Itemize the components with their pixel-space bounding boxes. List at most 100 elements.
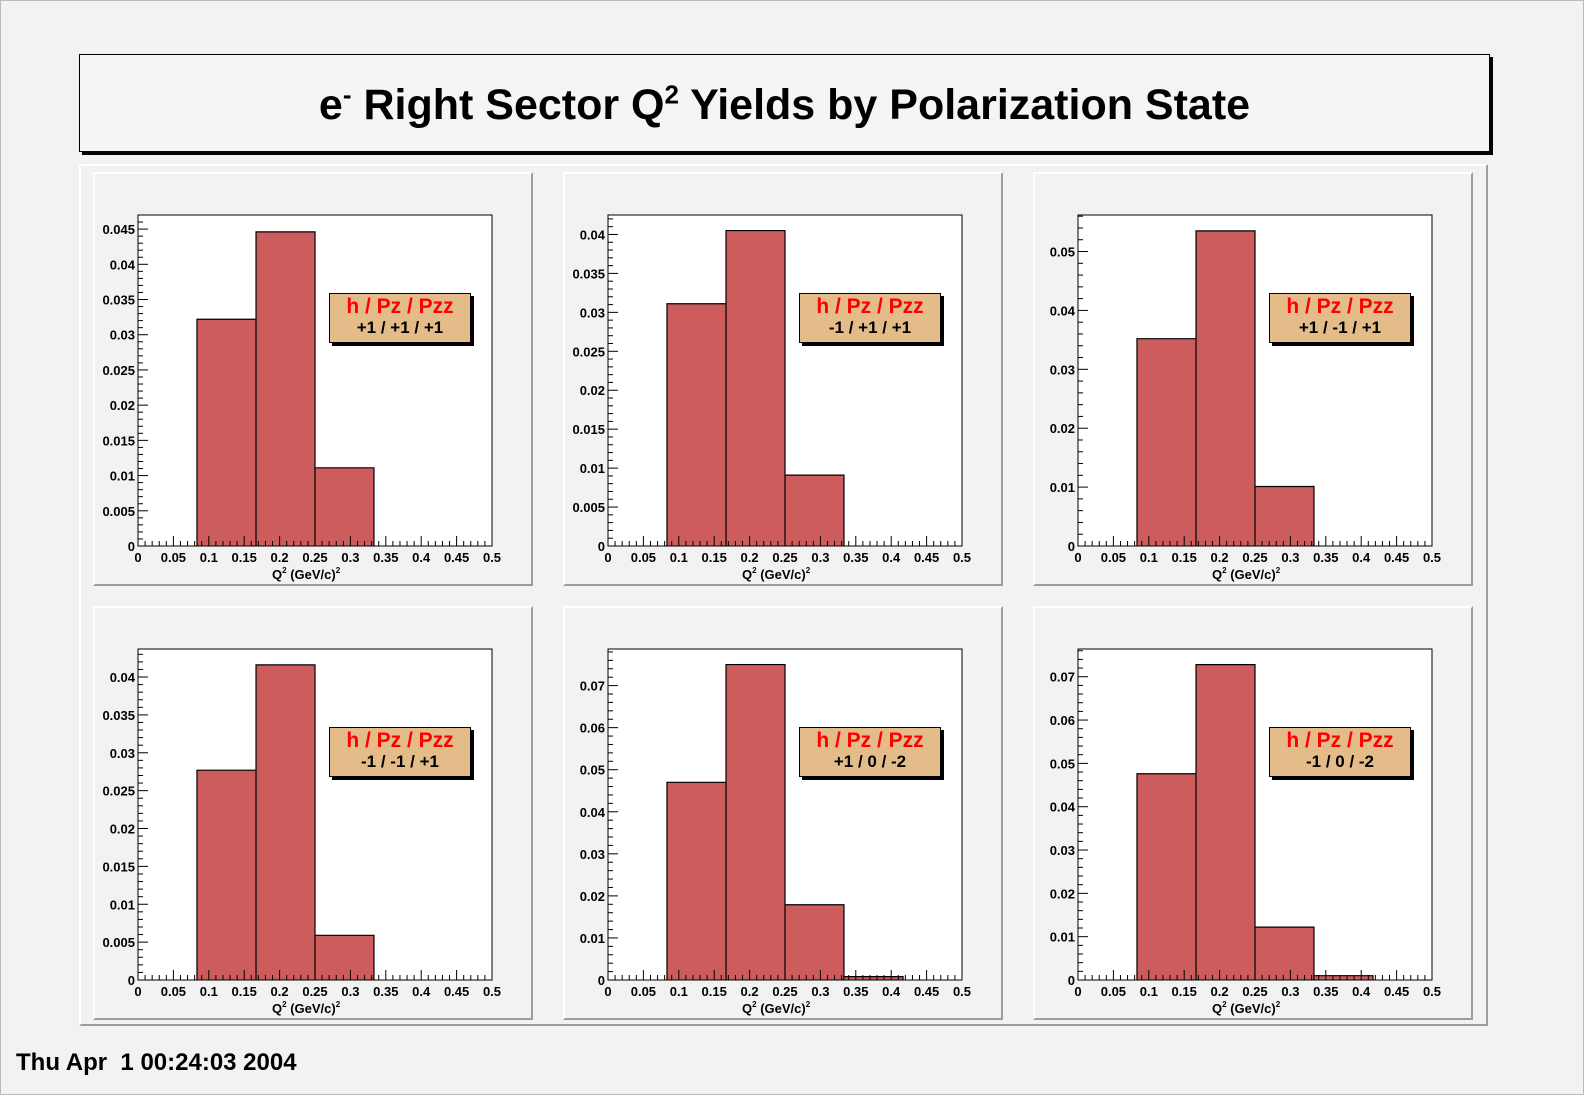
y-tick-label: 0.025 (102, 363, 135, 378)
y-tick-label: 0.02 (1050, 421, 1075, 436)
x-axis-title: Q2 (GeV/c)2 (1212, 566, 1281, 582)
y-tick-label: 0 (1068, 973, 1075, 988)
x-tick-label: 0.15 (1172, 550, 1197, 565)
x-axis-title: Q2 (GeV/c)2 (272, 1000, 341, 1016)
x-tick-label: 0.5 (1423, 984, 1441, 999)
x-tick-label: 0.5 (953, 550, 971, 565)
x-tick-label: 0.35 (373, 550, 398, 565)
x-tick-label: 0.25 (1242, 550, 1267, 565)
histogram-outline (196, 231, 375, 546)
y-tick-label: 0.03 (110, 746, 135, 761)
x-tick-label: 0.45 (914, 550, 939, 565)
histogram-bar (1136, 773, 1197, 980)
histogram-bar (843, 976, 904, 980)
y-tick-label: 0.015 (572, 422, 605, 437)
y-tick-label: 0.01 (1050, 480, 1075, 495)
histogram-bar (256, 231, 315, 546)
histogram-svg: 0 0.05 0.1 0.15 0.2 0.25 0.3 0.35 0.4 0.45 0.5 0 0.0… (102, 648, 501, 1016)
x-tick-label: 0.2 (1211, 984, 1229, 999)
y-tick-label: 0.01 (580, 931, 605, 946)
histogram-bar (726, 230, 785, 546)
histogram-bar (785, 475, 844, 546)
histogram-pad: 0 0.05 0.1 0.15 0.2 0.25 0.3 0.35 0.4 0.45 0.5 0 0.0… (93, 172, 533, 586)
legend-value: +1 / +1 / +1 (356, 318, 444, 337)
x-tick-label: 0.35 (1313, 984, 1338, 999)
x-tick-label: 0 (134, 550, 141, 565)
x-tick-label: 0.05 (631, 984, 656, 999)
x-tick-label: 0.3 (1281, 550, 1299, 565)
legend-header: h / Pz / Pzz (816, 729, 924, 752)
x-tick-label: 0.15 (232, 550, 257, 565)
y-tick-label: 0.03 (1050, 362, 1075, 377)
y-tick-label: 0.01 (1050, 930, 1075, 945)
histogram-svg: 0 0.05 0.1 0.15 0.2 0.25 0.3 0.35 0.4 0.45 0.5 0 0.0… (1050, 214, 1441, 582)
polarization-legend: h / Pz / Pzz -1 / 0 / -2 (1269, 727, 1411, 777)
y-tick-label: 0.04 (1050, 800, 1076, 815)
x-tick-label: 0.4 (882, 550, 901, 565)
x-tick-label: 0.5 (483, 984, 501, 999)
x-tick-label: 0.25 (772, 984, 797, 999)
x-tick-label: 0.5 (483, 550, 501, 565)
y-tick-label: 0.03 (580, 847, 605, 862)
x-tick-label: 0.15 (232, 984, 257, 999)
x-tick-label: 0.15 (702, 984, 727, 999)
histogram-bar (315, 935, 374, 980)
x-tick-label: 0.05 (1101, 550, 1126, 565)
x-tick-label: 0.4 (412, 984, 431, 999)
x-tick-label: 0.1 (670, 984, 688, 999)
legend-header: h / Pz / Pzz (1286, 295, 1394, 318)
histogram-pad: 0 0.05 0.1 0.15 0.2 0.25 0.3 0.35 0.4 0.45 0.5 0 0.0… (563, 606, 1003, 1020)
y-tick-label: 0.04 (110, 670, 136, 685)
y-tick-label: 0.005 (572, 500, 605, 515)
legend-header: h / Pz / Pzz (816, 295, 924, 318)
legend-value: -1 / 0 / -2 (1305, 752, 1375, 771)
y-tick-label: 0.06 (580, 721, 605, 736)
timestamp: Thu Apr 1 00:24:03 2004 (16, 1049, 297, 1076)
x-tick-label: 0.25 (1242, 984, 1267, 999)
y-tick-label: 0.02 (110, 822, 135, 837)
histogram-svg: 0 0.05 0.1 0.15 0.2 0.25 0.3 0.35 0.4 0.45 0.5 0 0.0… (1050, 648, 1441, 1016)
y-tick-label: 0.06 (1050, 713, 1075, 728)
x-tick-label: 0.05 (161, 550, 186, 565)
x-tick-label: 0.45 (914, 984, 939, 999)
histogram-pad: 0 0.05 0.1 0.15 0.2 0.25 0.3 0.35 0.4 0.45 0.5 0 0.0… (93, 606, 533, 1020)
y-tick-label: 0.04 (1050, 303, 1076, 318)
histogram-pad: 0 0.05 0.1 0.15 0.2 0.25 0.3 0.35 0.4 0.45 0.5 0 0.0… (1033, 172, 1473, 586)
x-tick-label: 0.45 (1384, 550, 1409, 565)
y-tick-label: 0.035 (102, 293, 135, 308)
x-axis-title: Q2 (GeV/c)2 (742, 566, 811, 582)
x-tick-label: 0 (604, 550, 611, 565)
x-tick-label: 0 (604, 984, 611, 999)
y-tick-label: 0.01 (110, 897, 135, 912)
x-tick-label: 0.4 (882, 984, 901, 999)
x-tick-label: 0.4 (412, 550, 431, 565)
y-tick-label: 0.03 (580, 305, 605, 320)
x-tick-label: 0.5 (1423, 550, 1441, 565)
x-tick-label: 0.15 (702, 550, 727, 565)
title-box: e- Right Sector Q2 Yields by Polarizatio… (79, 54, 1490, 152)
histogram-bar (1136, 338, 1197, 546)
x-tick-label: 0.2 (741, 984, 759, 999)
legend-value: +1 / -1 / +1 (1298, 318, 1382, 337)
histogram-pad: 0 0.05 0.1 0.15 0.2 0.25 0.3 0.35 0.4 0.45 0.5 0 0.0… (1033, 606, 1473, 1020)
legend-header: h / Pz / Pzz (346, 729, 454, 752)
histogram-bar (1196, 230, 1255, 546)
y-tick-label: 0.02 (110, 398, 135, 413)
x-tick-label: 0.25 (772, 550, 797, 565)
x-tick-label: 0.05 (1101, 984, 1126, 999)
legend-value: -1 / +1 / +1 (828, 318, 912, 337)
histogram-svg: 0 0.05 0.1 0.15 0.2 0.25 0.3 0.35 0.4 0.45 0.5 0 0.0… (572, 214, 971, 582)
x-tick-label: 0.4 (1352, 984, 1371, 999)
y-tick-label: 0.005 (102, 504, 135, 519)
histogram-bar (1313, 975, 1374, 980)
histogram-bar (256, 664, 315, 980)
histogram-bar (1255, 486, 1314, 546)
histogram-bar (726, 664, 785, 980)
legend-header: h / Pz / Pzz (346, 295, 454, 318)
polarization-legend: h / Pz / Pzz +1 / +1 / +1 (329, 293, 471, 343)
polarization-legend: h / Pz / Pzz -1 / +1 / +1 (799, 293, 941, 343)
y-tick-label: 0.015 (102, 433, 135, 448)
x-tick-label: 0.3 (341, 984, 359, 999)
x-tick-label: 0.1 (670, 550, 688, 565)
x-tick-label: 0.35 (373, 984, 398, 999)
